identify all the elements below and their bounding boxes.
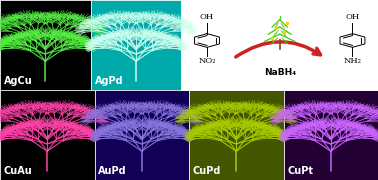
Text: NH₂: NH₂ [344, 57, 361, 65]
FancyArrowPatch shape [236, 42, 321, 57]
FancyBboxPatch shape [181, 0, 378, 90]
FancyBboxPatch shape [284, 90, 378, 180]
Text: OH: OH [200, 13, 214, 21]
FancyBboxPatch shape [0, 90, 94, 180]
Text: NO₂: NO₂ [198, 57, 216, 65]
Text: AuPd: AuPd [98, 166, 127, 176]
Text: NaBH₄: NaBH₄ [264, 68, 296, 76]
FancyBboxPatch shape [94, 90, 189, 180]
Text: AgCu: AgCu [4, 76, 33, 86]
FancyBboxPatch shape [189, 90, 284, 180]
Text: AgPd: AgPd [94, 76, 123, 86]
Text: CuAu: CuAu [4, 166, 33, 176]
Text: CuPt: CuPt [287, 166, 313, 176]
Text: CuPd: CuPd [193, 166, 221, 176]
FancyBboxPatch shape [0, 0, 91, 90]
Text: OH: OH [345, 13, 359, 21]
FancyBboxPatch shape [91, 0, 181, 90]
